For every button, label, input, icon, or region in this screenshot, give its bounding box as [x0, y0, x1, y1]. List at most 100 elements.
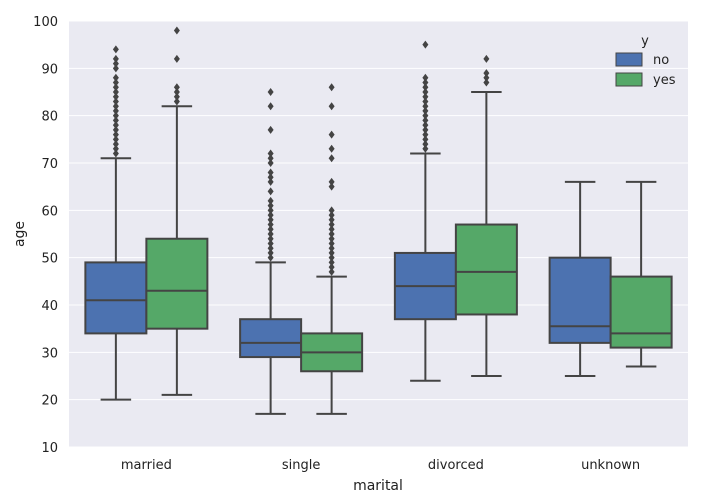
- legend-label-no: no: [653, 53, 669, 68]
- outlier-point: [267, 244, 274, 253]
- y-axis-label: age: [12, 221, 28, 247]
- outlier-point: [267, 201, 274, 210]
- outlier-point: [112, 125, 119, 134]
- outlier-point: [422, 92, 429, 101]
- outlier-point: [422, 116, 429, 125]
- outlier-point: [112, 54, 119, 63]
- legend-swatch-no: [615, 52, 643, 67]
- x-tick-labels: married single divorced unknown: [121, 458, 640, 473]
- outlier-point: [112, 78, 119, 87]
- legend-label-yes: yes: [653, 73, 676, 88]
- outlier-point: [483, 69, 490, 78]
- outlier-point: [267, 234, 274, 243]
- x-tick-label: single: [282, 458, 321, 473]
- outlier-point: [267, 215, 274, 224]
- x-tick-label: married: [121, 458, 172, 473]
- y-tick-label: 50: [41, 252, 58, 267]
- outlier-point: [112, 144, 119, 153]
- outlier-point: [422, 78, 429, 87]
- outlier-point: [267, 253, 274, 262]
- outlier-point: [328, 102, 335, 111]
- outlier-point: [422, 97, 429, 106]
- y-tick-label: 10: [41, 441, 58, 456]
- outlier-point: [483, 54, 490, 63]
- box-yes-divorced: [454, 223, 518, 316]
- outlier-point: [173, 26, 180, 35]
- outlier-point: [422, 106, 429, 115]
- outlier-point: [422, 130, 429, 139]
- outlier-point: [483, 73, 490, 82]
- outlier-point: [328, 220, 335, 229]
- outlier-point: [267, 102, 274, 111]
- y-tick-label: 20: [41, 394, 58, 409]
- outlier-point: [267, 248, 274, 257]
- outlier-point: [173, 88, 180, 96]
- outlier-point: [112, 64, 119, 73]
- y-tick-label: 40: [41, 299, 58, 314]
- outlier-point: [112, 111, 119, 120]
- outlier-point: [267, 173, 274, 182]
- legend: y no yes: [615, 34, 676, 88]
- plot-background: [69, 21, 688, 447]
- x-tick-label: divorced: [428, 458, 484, 473]
- outlier-point: [422, 83, 429, 92]
- y-tick-label: 60: [41, 204, 58, 219]
- outlier-point: [422, 40, 429, 49]
- outlier-point: [112, 135, 119, 144]
- y-tick-label: 70: [41, 157, 58, 172]
- y-tick-label: 80: [41, 110, 58, 125]
- outlier-point: [112, 116, 119, 125]
- outlier-point: [422, 102, 429, 111]
- outlier-point: [112, 121, 119, 130]
- box-no-unknown: [548, 256, 612, 344]
- outlier-point: [173, 54, 180, 63]
- outlier-point: [112, 92, 119, 101]
- outlier-point: [112, 83, 119, 92]
- outlier-point: [328, 182, 335, 191]
- legend-swatch-yes: [615, 72, 643, 87]
- outlier-point: [112, 88, 119, 96]
- outlier-point: [173, 97, 180, 106]
- outlier-point: [328, 215, 335, 224]
- outlier-point: [112, 140, 119, 149]
- box-yes-married: [145, 237, 209, 330]
- outlier-point: [267, 159, 274, 167]
- outlier-point: [328, 263, 335, 272]
- box-no-single: [239, 318, 303, 359]
- outlier-point: [483, 78, 490, 87]
- y-tick-label: 90: [41, 62, 58, 77]
- outlier-point: [328, 206, 335, 215]
- outlier-point: [422, 135, 429, 144]
- outlier-point: [267, 88, 274, 96]
- outlier-point: [267, 211, 274, 220]
- x-tick-label: unknown: [581, 458, 640, 473]
- outlier-point: [328, 234, 335, 243]
- outlier-point: [422, 73, 429, 82]
- outlier-point: [112, 45, 119, 54]
- outlier-point: [328, 177, 335, 186]
- outlier-point: [267, 220, 274, 229]
- outlier-point: [422, 140, 429, 149]
- outlier-point: [328, 83, 335, 92]
- outlier-point: [112, 102, 119, 111]
- outlier-point: [328, 225, 335, 234]
- outlier-point: [328, 248, 335, 257]
- outlier-point: [112, 130, 119, 139]
- outlier-point: [267, 196, 274, 205]
- outlier-point: [267, 168, 274, 177]
- outlier-point: [328, 230, 335, 238]
- outlier-point: [267, 125, 274, 134]
- legend-title: y: [641, 34, 649, 49]
- box-groups: [84, 26, 673, 415]
- outlier-point: [267, 206, 274, 215]
- outlier-point: [422, 125, 429, 134]
- outlier-point: [422, 121, 429, 130]
- outlier-point: [112, 59, 119, 68]
- outlier-point: [422, 88, 429, 96]
- box-no-married: [84, 261, 148, 335]
- outlier-point: [328, 211, 335, 220]
- outlier-point: [328, 244, 335, 253]
- outlier-point: [267, 230, 274, 238]
- outlier-point: [267, 149, 274, 158]
